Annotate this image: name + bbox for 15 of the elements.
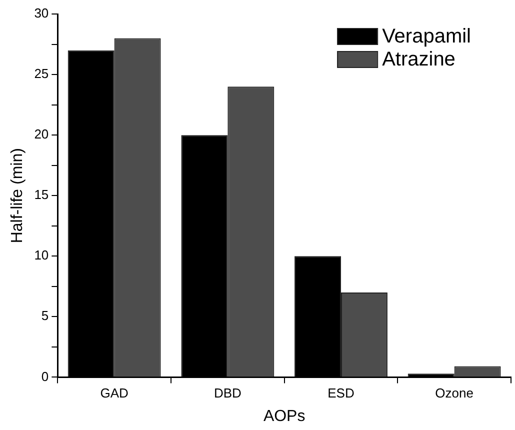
y-tick-label: 0 — [41, 368, 49, 384]
legend-label: Atrazine — [382, 48, 456, 71]
y-tick-label: 25 — [34, 66, 49, 82]
y-axis-title: Half-life (min) — [9, 148, 26, 244]
y-tick-label: 10 — [34, 248, 49, 263]
x-tick-label: Ozone — [435, 386, 474, 401]
y-tick-label: 15 — [34, 187, 49, 202]
x-tick-label: GAD — [100, 386, 128, 401]
x-axis-title: AOPs — [263, 408, 306, 425]
legend-label: Verapamil — [382, 26, 471, 48]
y-tick-label: 30 — [34, 6, 49, 21]
x-tick-label: DBD — [214, 386, 242, 401]
x-tick-label: ESD — [328, 386, 354, 401]
y-tick-label: 20 — [34, 126, 49, 142]
y-tick-label: 5 — [41, 308, 49, 324]
